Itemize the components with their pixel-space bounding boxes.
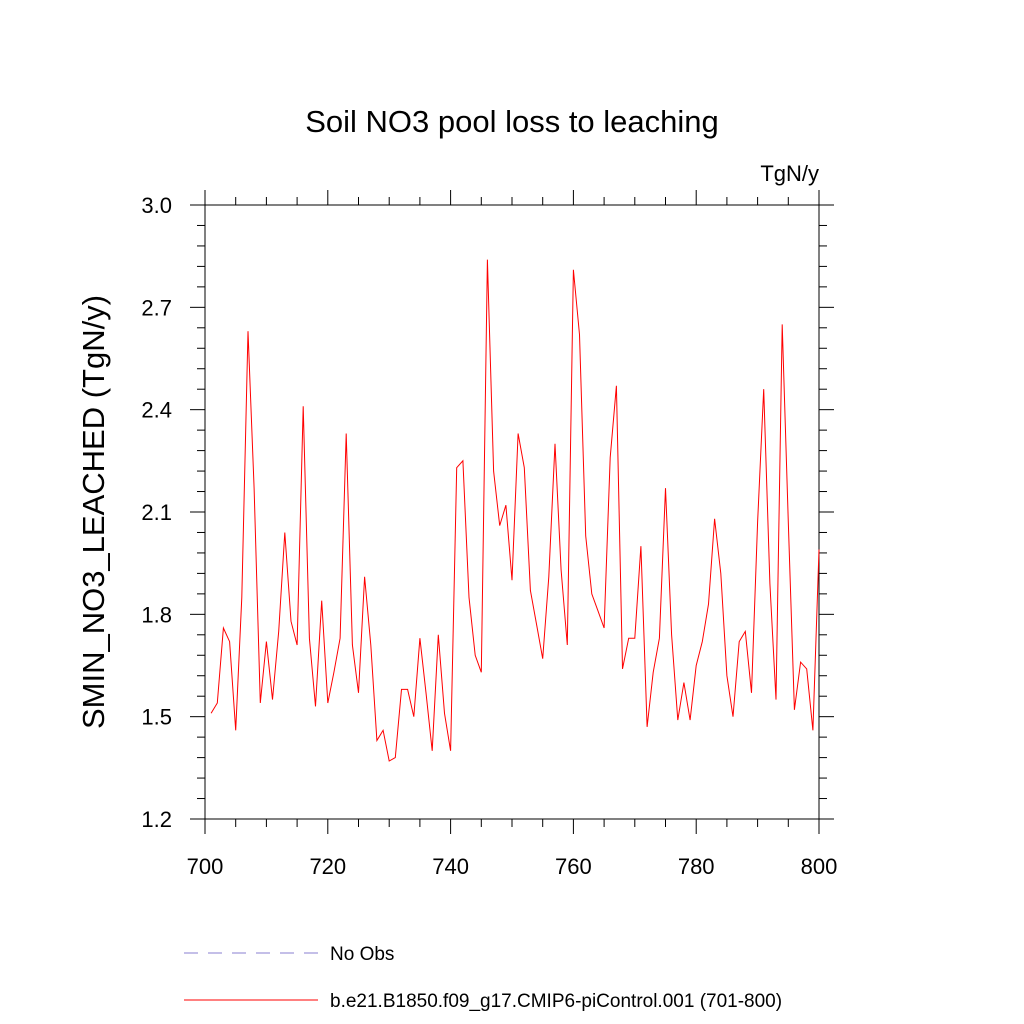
y-tick-label: 1.2 xyxy=(141,807,172,832)
chart-title: Soil NO3 pool loss to leaching xyxy=(305,104,719,139)
axis-ticks xyxy=(190,190,834,834)
units-label: TgN/y xyxy=(760,161,819,186)
x-tick-label: 800 xyxy=(801,854,838,879)
x-tick-label: 780 xyxy=(678,854,715,879)
legend: No Obs b.e21.B1850.f09_g17.CMIP6-piContro… xyxy=(184,944,782,1012)
y-tick-label: 3.0 xyxy=(141,193,172,218)
y-axis-label: SMIN_NO3_LEACHED (TgN/y) xyxy=(76,295,111,729)
series-line xyxy=(210,259,820,762)
y-tick-label: 2.1 xyxy=(141,500,172,525)
legend-label: No Obs xyxy=(330,944,394,965)
series-layer xyxy=(210,259,820,762)
x-tick-label: 700 xyxy=(187,854,224,879)
axis-tick-labels: 700 720 740 760 780 800 1.2 1.5 1.8 2.1 2.4 2.7 3.0 xyxy=(141,193,837,879)
y-tick-label: 2.4 xyxy=(141,398,172,423)
x-tick-label: 740 xyxy=(432,854,469,879)
x-tick-label: 760 xyxy=(555,854,592,879)
x-tick-label: 720 xyxy=(309,854,346,879)
plot-frame xyxy=(204,204,820,820)
y-tick-label: 1.8 xyxy=(141,602,172,627)
legend-label: b.e21.B1850.f09_g17.CMIP6-piControl.001 … xyxy=(330,991,782,1012)
y-tick-label: 1.5 xyxy=(141,705,172,730)
y-tick-label: 2.7 xyxy=(141,295,172,320)
